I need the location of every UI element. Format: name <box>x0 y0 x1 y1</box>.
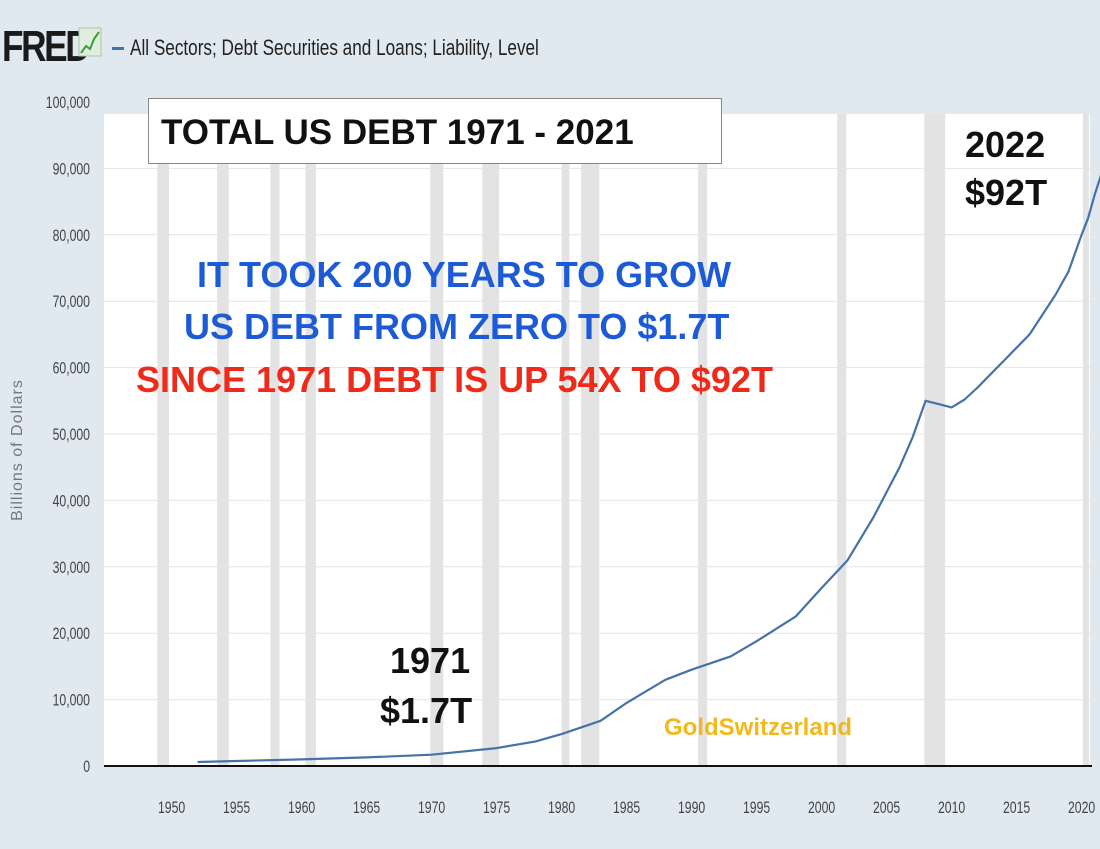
x-tick-label: 1965 <box>353 799 380 817</box>
recession-band-2 <box>270 114 280 766</box>
recession-band-10 <box>924 114 946 766</box>
x-tick-label: 2010 <box>938 799 965 817</box>
recession-band-9 <box>837 114 847 766</box>
chart-title: TOTAL US DEBT 1971 - 2021 <box>161 113 634 152</box>
recession-band-5 <box>482 114 500 766</box>
recession-band-1 <box>217 114 229 766</box>
annotation-line-3: SINCE 1971 DEBT IS UP 54X TO $92T <box>136 359 773 400</box>
series-line-0 <box>197 174 1100 764</box>
x-tick-label: 1955 <box>223 799 250 817</box>
x-tick-label: 2015 <box>1003 799 1030 817</box>
annotation-2022-year: 2022 <box>965 124 1046 165</box>
y-tick-label: 60,000 <box>53 360 90 378</box>
annotation-line-2: US DEBT FROM ZERO TO $1.7T <box>184 306 730 347</box>
watermark: GoldSwitzerland <box>664 714 853 741</box>
x-tick-label: 1960 <box>288 799 315 817</box>
y-tick-label: 90,000 <box>53 161 90 179</box>
grid-lines <box>104 167 1092 701</box>
fred-logo[interactable]: FRED <box>2 22 91 71</box>
recession-band-11 <box>1082 114 1089 766</box>
y-tick-label: 40,000 <box>53 493 90 511</box>
recession-band-0 <box>157 114 169 766</box>
annotation-line-1: IT TOOK 200 YEARS TO GROW <box>197 254 732 295</box>
x-tick-label: 2005 <box>873 799 900 817</box>
y-tick-label: 10,000 <box>53 692 90 710</box>
y-tick-label: 80,000 <box>53 227 90 245</box>
y-tick-label: 20,000 <box>53 625 90 643</box>
y-tick-label: 70,000 <box>53 293 90 311</box>
x-tick-label: 2000 <box>808 799 835 817</box>
series-layer <box>197 174 1100 764</box>
recession-bands <box>157 114 1089 766</box>
y-tick-labels: 0 10,000 20,000 30,000 40,000 50,000 60,000 70,… <box>46 94 90 776</box>
recession-band-8 <box>698 114 708 766</box>
recession-band-3 <box>305 114 316 766</box>
x-tick-label: 1970 <box>418 799 445 817</box>
x-tick-label: 1995 <box>743 799 770 817</box>
series-title: All Sectors; Debt Securities and Loans; … <box>130 35 539 60</box>
y-tick-label: 0 <box>83 758 90 776</box>
x-tick-label: 1980 <box>548 799 575 817</box>
x-tick-label: 1985 <box>613 799 640 817</box>
x-tick-label: 1950 <box>158 799 185 817</box>
legend-swatch <box>112 47 124 50</box>
chart-title-box: TOTAL US DEBT 1971 - 2021 <box>148 98 722 164</box>
header: FRED All Sectors; Debt Securities and Lo… <box>0 18 1100 78</box>
y-tick-label: 30,000 <box>53 559 90 577</box>
x-tick-label: 1975 <box>483 799 510 817</box>
x-tick-labels: 1950 1955 1960 1965 1970 1975 1980 1985 1990 1995… <box>158 799 1095 817</box>
annotation-2022-value: $92T <box>965 172 1048 213</box>
recession-band-7 <box>581 114 600 766</box>
y-tick-label: 50,000 <box>53 426 90 444</box>
y-tick-label: 100,000 <box>46 94 90 112</box>
recession-band-6 <box>561 114 570 766</box>
x-tick-label: 1990 <box>678 799 705 817</box>
fred-logo-graph-icon <box>78 27 102 57</box>
annotation-1971-year: 1971 <box>390 640 471 681</box>
x-tick-label: 2020 <box>1068 799 1095 817</box>
annotation-1971-value: $1.7T <box>380 690 473 731</box>
recession-band-4 <box>430 114 444 766</box>
